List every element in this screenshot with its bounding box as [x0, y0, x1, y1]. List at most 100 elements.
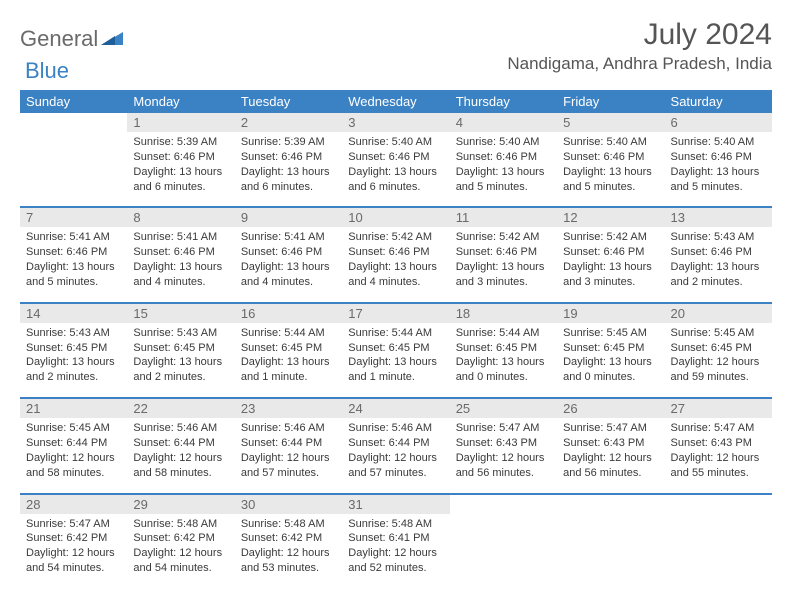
sunset-line: Sunset: 6:46 PM: [456, 245, 551, 260]
day-number-cell: [665, 495, 772, 514]
sunset-line: Sunset: 6:43 PM: [671, 436, 766, 451]
info-row: Sunrise: 5:45 AMSunset: 6:44 PMDaylight:…: [20, 418, 772, 486]
day-number-cell: [450, 495, 557, 514]
dow-sunday: Sunday: [20, 90, 127, 113]
sunset-line: Sunset: 6:45 PM: [241, 341, 336, 356]
sunset-line: Sunset: 6:46 PM: [133, 245, 228, 260]
dow-row: Sunday Monday Tuesday Wednesday Thursday…: [20, 90, 772, 113]
day-info-cell: Sunrise: 5:40 AMSunset: 6:46 PMDaylight:…: [342, 132, 449, 200]
sunrise-line: Sunrise: 5:42 AM: [348, 230, 443, 245]
sunset-line: Sunset: 6:44 PM: [133, 436, 228, 451]
daylight-line: Daylight: 12 hours and 56 minutes.: [456, 451, 551, 481]
dow-saturday: Saturday: [665, 90, 772, 113]
day-number-cell: 26: [557, 399, 664, 418]
sunset-line: Sunset: 6:45 PM: [671, 341, 766, 356]
day-info-cell: Sunrise: 5:41 AMSunset: 6:46 PMDaylight:…: [20, 227, 127, 295]
sunset-line: Sunset: 6:43 PM: [563, 436, 658, 451]
day-info-cell: Sunrise: 5:42 AMSunset: 6:46 PMDaylight:…: [450, 227, 557, 295]
sunrise-line: Sunrise: 5:48 AM: [133, 517, 228, 532]
daynum-row: 78910111213: [20, 208, 772, 227]
day-info-cell: Sunrise: 5:45 AMSunset: 6:45 PMDaylight:…: [557, 323, 664, 391]
daylight-line: Daylight: 12 hours and 58 minutes.: [133, 451, 228, 481]
sunrise-line: Sunrise: 5:47 AM: [563, 421, 658, 436]
sunrise-line: Sunrise: 5:44 AM: [348, 326, 443, 341]
daylight-line: Daylight: 12 hours and 56 minutes.: [563, 451, 658, 481]
calendar-body: 123456Sunrise: 5:39 AMSunset: 6:46 PMDay…: [20, 113, 772, 582]
daynum-row: 123456: [20, 113, 772, 132]
sunset-line: Sunset: 6:46 PM: [671, 150, 766, 165]
sunrise-line: Sunrise: 5:45 AM: [671, 326, 766, 341]
sunrise-line: Sunrise: 5:39 AM: [241, 135, 336, 150]
day-number-cell: 22: [127, 399, 234, 418]
day-number-cell: 13: [665, 208, 772, 227]
day-number-cell: [20, 113, 127, 132]
sunset-line: Sunset: 6:45 PM: [563, 341, 658, 356]
sunrise-line: Sunrise: 5:40 AM: [563, 135, 658, 150]
day-info-cell: Sunrise: 5:43 AMSunset: 6:46 PMDaylight:…: [665, 227, 772, 295]
day-number-cell: 9: [235, 208, 342, 227]
day-number-cell: 28: [20, 495, 127, 514]
sunset-line: Sunset: 6:42 PM: [26, 531, 121, 546]
sunrise-line: Sunrise: 5:43 AM: [671, 230, 766, 245]
day-info-cell: Sunrise: 5:41 AMSunset: 6:46 PMDaylight:…: [127, 227, 234, 295]
day-info-cell: Sunrise: 5:46 AMSunset: 6:44 PMDaylight:…: [342, 418, 449, 486]
sunset-line: Sunset: 6:46 PM: [563, 245, 658, 260]
info-row: Sunrise: 5:41 AMSunset: 6:46 PMDaylight:…: [20, 227, 772, 295]
day-number-cell: 1: [127, 113, 234, 132]
daylight-line: Daylight: 12 hours and 54 minutes.: [133, 546, 228, 576]
day-number-cell: 19: [557, 304, 664, 323]
day-number-cell: 16: [235, 304, 342, 323]
day-info-cell: [20, 132, 127, 200]
sunrise-line: Sunrise: 5:42 AM: [456, 230, 551, 245]
daylight-line: Daylight: 13 hours and 6 minutes.: [241, 165, 336, 195]
day-number-cell: 5: [557, 113, 664, 132]
day-info-cell: Sunrise: 5:44 AMSunset: 6:45 PMDaylight:…: [235, 323, 342, 391]
daylight-line: Daylight: 13 hours and 6 minutes.: [348, 165, 443, 195]
day-info-cell: Sunrise: 5:42 AMSunset: 6:46 PMDaylight:…: [342, 227, 449, 295]
day-number-cell: 2: [235, 113, 342, 132]
sunrise-line: Sunrise: 5:48 AM: [241, 517, 336, 532]
sunset-line: Sunset: 6:46 PM: [348, 150, 443, 165]
day-number-cell: 7: [20, 208, 127, 227]
daylight-line: Daylight: 13 hours and 1 minute.: [348, 355, 443, 385]
daylight-line: Daylight: 13 hours and 4 minutes.: [241, 260, 336, 290]
sunrise-line: Sunrise: 5:41 AM: [241, 230, 336, 245]
day-info-cell: Sunrise: 5:47 AMSunset: 6:43 PMDaylight:…: [665, 418, 772, 486]
daylight-line: Daylight: 12 hours and 53 minutes.: [241, 546, 336, 576]
daylight-line: Daylight: 13 hours and 2 minutes.: [26, 355, 121, 385]
daylight-line: Daylight: 13 hours and 0 minutes.: [456, 355, 551, 385]
day-info-cell: Sunrise: 5:40 AMSunset: 6:46 PMDaylight:…: [450, 132, 557, 200]
sunrise-line: Sunrise: 5:42 AM: [563, 230, 658, 245]
daylight-line: Daylight: 13 hours and 5 minutes.: [671, 165, 766, 195]
dow-friday: Friday: [557, 90, 664, 113]
sunset-line: Sunset: 6:46 PM: [348, 245, 443, 260]
day-info-cell: Sunrise: 5:42 AMSunset: 6:46 PMDaylight:…: [557, 227, 664, 295]
day-number-cell: 6: [665, 113, 772, 132]
daylight-line: Daylight: 13 hours and 1 minute.: [241, 355, 336, 385]
info-row: Sunrise: 5:39 AMSunset: 6:46 PMDaylight:…: [20, 132, 772, 200]
daylight-line: Daylight: 12 hours and 58 minutes.: [26, 451, 121, 481]
sunrise-line: Sunrise: 5:40 AM: [348, 135, 443, 150]
day-number-cell: 18: [450, 304, 557, 323]
day-info-cell: Sunrise: 5:47 AMSunset: 6:43 PMDaylight:…: [557, 418, 664, 486]
sunrise-line: Sunrise: 5:39 AM: [133, 135, 228, 150]
location: Nandigama, Andhra Pradesh, India: [507, 54, 772, 74]
sunrise-line: Sunrise: 5:41 AM: [133, 230, 228, 245]
sunset-line: Sunset: 6:44 PM: [348, 436, 443, 451]
day-number-cell: 30: [235, 495, 342, 514]
day-info-cell: Sunrise: 5:43 AMSunset: 6:45 PMDaylight:…: [127, 323, 234, 391]
sunrise-line: Sunrise: 5:44 AM: [456, 326, 551, 341]
sunrise-line: Sunrise: 5:46 AM: [133, 421, 228, 436]
day-info-cell: Sunrise: 5:43 AMSunset: 6:45 PMDaylight:…: [20, 323, 127, 391]
sunrise-line: Sunrise: 5:43 AM: [133, 326, 228, 341]
day-info-cell: Sunrise: 5:40 AMSunset: 6:46 PMDaylight:…: [665, 132, 772, 200]
sunrise-line: Sunrise: 5:46 AM: [348, 421, 443, 436]
daylight-line: Daylight: 13 hours and 6 minutes.: [133, 165, 228, 195]
sunrise-line: Sunrise: 5:47 AM: [671, 421, 766, 436]
day-info-cell: Sunrise: 5:48 AMSunset: 6:41 PMDaylight:…: [342, 514, 449, 582]
sunrise-line: Sunrise: 5:47 AM: [26, 517, 121, 532]
day-number-cell: 21: [20, 399, 127, 418]
day-number-cell: 24: [342, 399, 449, 418]
daylight-line: Daylight: 13 hours and 5 minutes.: [26, 260, 121, 290]
day-number-cell: 14: [20, 304, 127, 323]
